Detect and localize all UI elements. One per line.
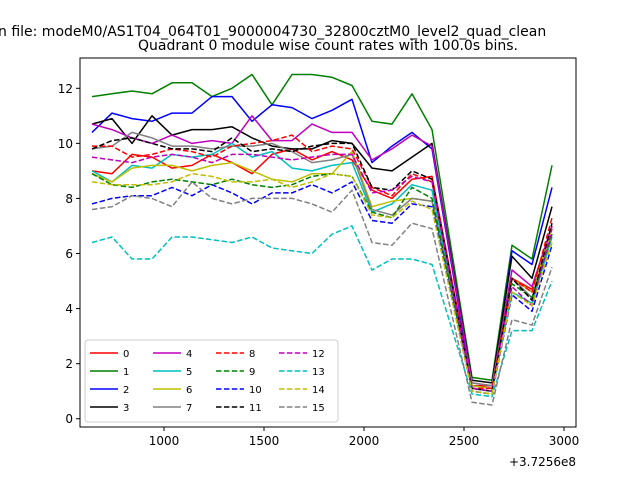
chart-title: Quadrant 0 module wise count rates with …	[138, 38, 518, 54]
series-line-13	[91, 225, 553, 398]
legend-label-15: 15	[312, 403, 325, 414]
series-line-14	[91, 172, 553, 395]
x-tick-label: 1000	[149, 434, 180, 448]
series-line-1	[91, 73, 553, 381]
series-line-0	[91, 148, 553, 387]
legend-label-0: 0	[123, 349, 129, 360]
legend-label-14: 14	[312, 385, 325, 396]
legend-label-4: 4	[186, 349, 192, 360]
y-tick-label: 6	[65, 247, 73, 261]
series-line-3	[91, 115, 553, 384]
legend-label-3: 3	[123, 403, 129, 414]
x-axis-ticks: 1000 1500 2000 2500 3000	[149, 427, 580, 448]
legend-label-1: 1	[123, 367, 129, 378]
y-axis-ticks: 0 2 4 6 8 10 12	[58, 82, 80, 426]
plot-frame	[79, 57, 577, 428]
legend-label-10: 10	[249, 385, 262, 396]
x-offset-label: +3.7256e8	[509, 455, 576, 469]
plot-lines	[91, 73, 553, 406]
legend-label-7: 7	[186, 403, 192, 414]
series-line-8	[92, 134, 553, 390]
y-tick-label: 8	[65, 192, 73, 206]
legend-label-2: 2	[123, 385, 129, 396]
legend-label-6: 6	[186, 385, 192, 396]
y-tick-label: 10	[58, 137, 73, 151]
legend-label-5: 5	[186, 367, 192, 378]
legend-label-9: 9	[249, 367, 255, 378]
x-tick-label: 2500	[449, 434, 480, 448]
y-tick-label: 12	[58, 82, 73, 96]
suptitle: n file: modeM0/AS1T04_064T01_9000004730_…	[0, 24, 546, 40]
x-tick-label: 2000	[349, 434, 380, 448]
legend-label-12: 12	[312, 349, 325, 360]
x-tick-label: 3000	[549, 434, 580, 448]
legend-label-8: 8	[249, 349, 255, 360]
y-tick-label: 0	[65, 412, 73, 426]
legend-label-11: 11	[249, 403, 262, 414]
series-line-6	[91, 150, 553, 390]
y-tick-label: 4	[65, 302, 73, 316]
x-tick-label: 1500	[249, 434, 280, 448]
y-tick-label: 2	[65, 357, 73, 371]
series-line-7	[91, 131, 553, 387]
legend-box	[84, 339, 339, 423]
series-line-12	[91, 153, 553, 392]
legend-label-13: 13	[312, 367, 325, 378]
series-line-11	[91, 137, 553, 392]
